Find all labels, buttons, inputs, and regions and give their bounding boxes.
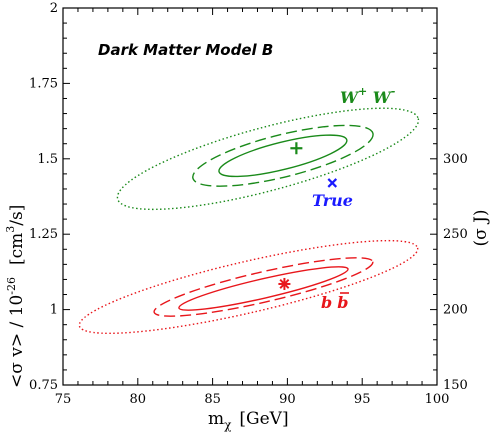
contours-layer [78,107,420,335]
contour-dotted-series-1 [78,239,419,335]
chart-title: Dark Matter Model B [98,41,273,59]
y-right-tick-label: 250 [443,227,468,242]
y-tick-label: 2 [50,1,58,16]
contour-dashed-series-0 [192,124,374,187]
markers-layer [278,142,338,290]
true-point-marker [327,178,338,188]
x-tick-label: 75 [55,392,72,407]
x-tick-label: 85 [204,392,221,407]
y-tick-label: 0.75 [29,378,58,393]
contour-dotted-series-0 [116,107,420,211]
true-point-label: True [312,191,353,210]
y-tick-label: 1.5 [37,152,58,167]
y-tick-label: 1 [50,303,58,318]
x-tick-label: 95 [354,392,371,407]
contour-dashed-series-1 [153,257,374,317]
y-right-tick-label: 300 [443,152,468,167]
y-axis-right-title: (σ J) [471,209,491,246]
x-tick-label: 90 [279,392,296,407]
best-fit-marker-series-1 [279,279,290,289]
y-right-tick-label: 150 [443,378,468,393]
y-tick-label: 1.25 [29,227,58,242]
x-axis-title: mχ [GeV] [208,409,289,432]
x-tick-label: 100 [425,392,450,407]
y-right-tick-label: 200 [443,303,468,318]
x-tick-label: 80 [130,392,147,407]
contour-solid-series-0 [218,134,348,178]
series-label-ww: W+ W- [340,85,396,107]
contour-solid-series-1 [178,266,349,311]
y-axis-title: <σ v> / 10-26[cm3/s] [4,205,27,388]
y-tick-label: 1.75 [29,76,58,91]
ticks-layer: 75 80 85 90 95 100 0.75 1 1.25 1.5 1.75 2 150 200 250 3… [29,1,468,407]
plot-frame [62,7,438,386]
